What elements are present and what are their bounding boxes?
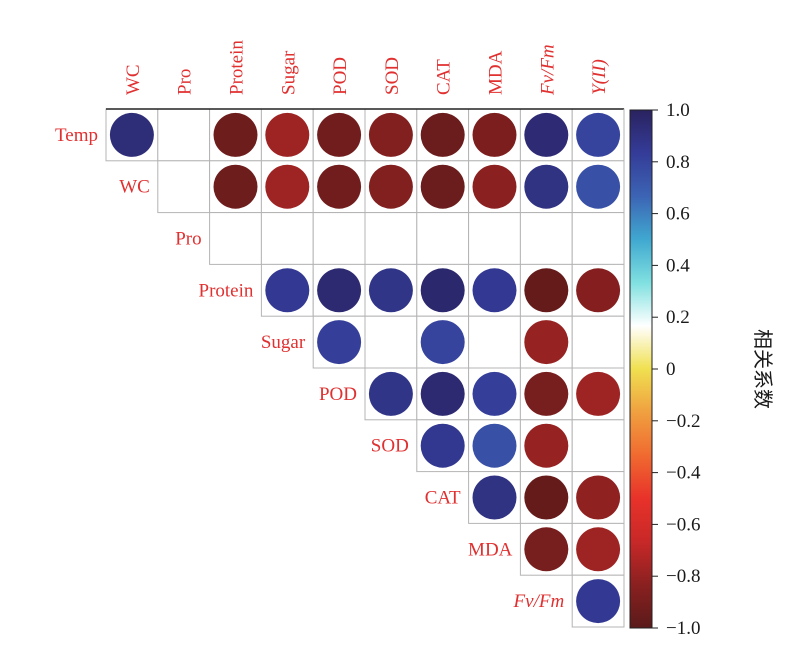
row-label: WC <box>119 177 150 198</box>
correlation-circle <box>524 423 569 468</box>
colorbar-tick-label: −1.0 <box>666 618 700 639</box>
colorbar-tick-label: 0.8 <box>666 152 690 173</box>
correlation-circle <box>524 527 569 572</box>
matrix-cell <box>571 315 625 369</box>
colorbar-tick-label: −0.2 <box>666 411 700 432</box>
matrix-cell <box>519 212 573 265</box>
row-label: Sugar <box>261 332 306 353</box>
correlation-circle <box>368 371 413 416</box>
correlation-circle <box>420 164 465 209</box>
correlation-circle <box>524 268 569 313</box>
row-label: Protein <box>199 280 254 301</box>
matrix-cell <box>364 212 418 265</box>
correlation-circle <box>368 112 413 157</box>
col-label: POD <box>330 57 351 95</box>
col-label: Protein <box>227 40 248 95</box>
correlation-circle <box>576 268 621 313</box>
colorbar-tick-label: −0.4 <box>666 463 701 484</box>
matrix-cell <box>571 419 625 473</box>
correlation-circles <box>109 112 621 624</box>
col-label: Pro <box>175 69 196 95</box>
col-label: Y(II) <box>589 59 610 95</box>
colorbar-tick-label: −0.6 <box>666 514 700 535</box>
correlation-circle <box>420 320 465 365</box>
correlation-circle <box>472 164 517 209</box>
correlation-circle <box>420 423 465 468</box>
correlation-circle <box>109 112 154 157</box>
correlation-circle <box>317 164 362 209</box>
correlation-circle <box>420 371 465 416</box>
matrix-labels: WC Pro Protein Sugar POD SOD CAT MDA Fv/Fm Y(II) T… <box>55 40 610 612</box>
col-label: Sugar <box>278 50 299 95</box>
correlation-circle <box>265 268 310 313</box>
colorbar: 1.0 0.8 0.6 0.4 0.2 0 −0.2 −0.4 −0.6 −0.8 −1.0 相关系数 <box>629 100 775 639</box>
correlation-circle <box>472 371 517 416</box>
matrix-cell <box>157 108 211 162</box>
colorbar-tick-label: 0.2 <box>666 307 690 328</box>
correlation-circle <box>524 371 569 416</box>
correlation-circle <box>576 164 621 209</box>
matrix-cell <box>209 212 262 265</box>
col-label: WC <box>123 64 144 95</box>
correlation-circle <box>524 112 569 157</box>
matrix-cell <box>260 212 314 265</box>
correlation-circle <box>472 268 517 313</box>
correlation-circle <box>576 112 621 157</box>
matrix-cell <box>312 212 366 265</box>
correlation-circle <box>524 475 569 520</box>
correlation-circle <box>472 475 517 520</box>
col-label: Fv/Fm <box>537 44 558 96</box>
correlation-circle <box>265 164 310 209</box>
colorbar-tick-label: −0.8 <box>666 566 700 587</box>
row-label: Pro <box>175 229 201 250</box>
colorbar-tick-label: 1.0 <box>666 100 690 121</box>
matrix-cell <box>571 212 625 265</box>
colorbar-tick-label: 0.6 <box>666 204 690 225</box>
correlation-circle <box>213 112 258 157</box>
correlation-circle <box>420 268 465 313</box>
correlation-circle <box>524 320 569 365</box>
colorbar-gradient <box>629 109 653 629</box>
row-label: MDA <box>468 539 513 560</box>
correlation-circle <box>317 320 362 365</box>
colorbar-title: 相关系数 <box>751 329 775 409</box>
correlation-circle <box>524 164 569 209</box>
matrix-cell <box>157 160 211 214</box>
matrix-cell <box>416 212 470 265</box>
matrix-cell <box>364 315 418 369</box>
row-label: Temp <box>55 125 98 146</box>
correlation-circle <box>317 268 362 313</box>
correlation-circle <box>576 527 621 572</box>
correlation-circle <box>265 112 310 157</box>
colorbar-tick-label: 0.4 <box>666 255 690 276</box>
correlation-circle <box>472 112 517 157</box>
col-label: MDA <box>486 50 507 95</box>
correlation-circle <box>317 112 362 157</box>
correlation-circle <box>420 112 465 157</box>
row-label: Fv/Fm <box>513 591 565 612</box>
col-label: SOD <box>382 57 403 95</box>
row-label: SOD <box>371 436 409 457</box>
matrix-cell <box>468 315 521 369</box>
row-label: POD <box>319 384 357 405</box>
matrix-cell <box>468 212 521 265</box>
correlation-circle <box>576 371 621 416</box>
correlation-circle <box>213 164 258 209</box>
colorbar-tick-label: 0 <box>666 359 676 380</box>
correlation-circle <box>576 579 621 624</box>
correlation-circle <box>368 268 413 313</box>
correlation-circle <box>472 423 517 468</box>
correlation-circle <box>368 164 413 209</box>
col-label: CAT <box>434 59 455 95</box>
correlation-circle <box>576 475 621 520</box>
row-label: CAT <box>425 488 461 509</box>
